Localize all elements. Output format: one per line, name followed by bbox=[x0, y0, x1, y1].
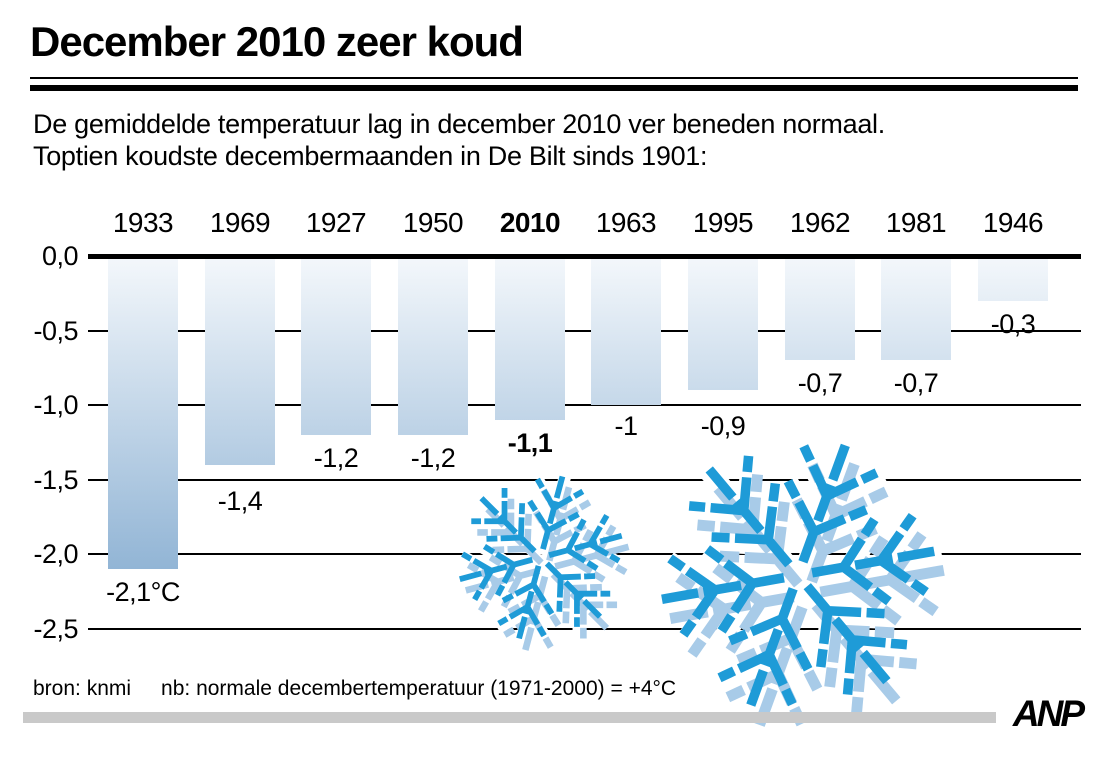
bar-2010 bbox=[495, 259, 565, 420]
subtitle-line-2: Toptien koudste decembermaanden in De Bi… bbox=[33, 141, 708, 171]
year-label-1927: 1927 bbox=[305, 207, 367, 238]
value-label-1995: -0,9 bbox=[700, 411, 746, 441]
value-label-1963: -1 bbox=[614, 411, 638, 441]
gridline bbox=[88, 329, 1081, 332]
title-rule-thin bbox=[30, 77, 1078, 79]
bar-1933 bbox=[108, 259, 178, 569]
y-tick-label: -0,5 bbox=[33, 315, 78, 346]
chart-subtitle: De gemiddelde temperatuur lag in decembe… bbox=[33, 108, 885, 172]
value-label-2010: -1,1 bbox=[507, 428, 553, 458]
value-label-1950: -1,2 bbox=[410, 443, 456, 473]
value-label-1981: -0,7 bbox=[893, 368, 939, 398]
note-label: nb: normale decembertemperatuur (1971-20… bbox=[161, 677, 677, 700]
bar-1995 bbox=[688, 259, 758, 390]
footer: bron: knmi nb: normale decembertemperatuu… bbox=[33, 677, 676, 701]
anp-logo: ANP bbox=[1012, 693, 1085, 734]
bar-1950 bbox=[398, 259, 468, 435]
year-label-1962: 1962 bbox=[789, 207, 851, 238]
year-label-1981: 1981 bbox=[885, 207, 947, 238]
y-tick-label: 0,0 bbox=[41, 241, 79, 271]
source-label: bron: knmi bbox=[33, 677, 132, 700]
year-label-1969: 1969 bbox=[209, 207, 271, 238]
footer-gray-bar bbox=[23, 712, 996, 723]
bar-1946 bbox=[978, 259, 1048, 301]
gridline bbox=[88, 404, 1081, 406]
year-label-1946: 1946 bbox=[982, 207, 1044, 238]
year-label-1963: 1963 bbox=[595, 207, 657, 238]
value-label-1969: -1,4 bbox=[217, 486, 263, 516]
bar-1963 bbox=[591, 259, 661, 405]
subtitle-line-1: De gemiddelde temperatuur lag in decembe… bbox=[33, 109, 885, 139]
value-label-1927: -1,2 bbox=[313, 443, 359, 473]
y-tick-label: -2,5 bbox=[33, 613, 78, 644]
bar-1927 bbox=[301, 259, 371, 435]
value-label-1962: -0,7 bbox=[797, 368, 843, 398]
snowflake-icon-large bbox=[648, 428, 953, 733]
value-label-1933: -2,1°C bbox=[106, 577, 180, 607]
value-label-1946: -0,3 bbox=[990, 309, 1036, 339]
x-axis-line bbox=[88, 254, 1081, 259]
title-rule-thick bbox=[30, 85, 1078, 91]
y-tick-label: -2,0 bbox=[33, 539, 78, 569]
bar-1981 bbox=[881, 259, 951, 360]
year-label-1950: 1950 bbox=[402, 207, 464, 238]
bar-1962 bbox=[785, 259, 855, 360]
year-label-2010: 2010 bbox=[499, 207, 561, 238]
y-tick-label: -1,0 bbox=[33, 390, 78, 420]
title-text: December 2010 zeer koud bbox=[30, 18, 524, 65]
gridline bbox=[88, 478, 1081, 481]
bar-1969 bbox=[205, 259, 275, 465]
y-tick-label: -1,5 bbox=[33, 464, 78, 495]
snowflake-icon-small bbox=[450, 468, 635, 653]
year-label-1933: 1933 bbox=[112, 207, 174, 238]
page-title: December 2010 zeer koud bbox=[30, 18, 524, 66]
year-label-1995: 1995 bbox=[692, 207, 754, 238]
